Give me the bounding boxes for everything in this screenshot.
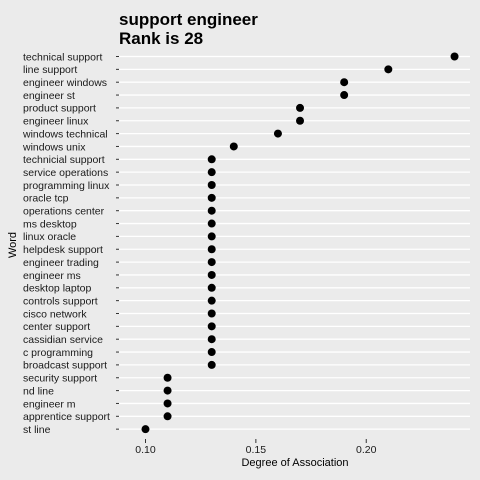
y-tick-label: engineer ms: [23, 270, 81, 282]
y-tick-label: technicial support: [23, 154, 105, 166]
y-tick-label: helpdesk support: [23, 244, 103, 256]
y-tick-label: oracle tcp: [23, 193, 69, 205]
data-point: [163, 412, 172, 421]
data-point: [163, 386, 172, 395]
y-tick-label: windows technical: [22, 128, 108, 140]
data-point: [229, 142, 238, 151]
chart-subtitle: Rank is 28: [119, 29, 203, 48]
y-tick-label: linux oracle: [23, 231, 76, 243]
y-tick-label: engineer windows: [23, 77, 107, 89]
data-point: [141, 425, 150, 434]
x-tick-label: 0.20: [356, 444, 377, 456]
plot-panel: [119, 50, 470, 439]
data-point: [340, 78, 349, 87]
data-point: [207, 258, 216, 267]
y-tick-label: programming linux: [23, 180, 110, 192]
y-tick-label: engineer st: [23, 90, 75, 102]
y-tick-label: center support: [23, 321, 90, 333]
x-axis-title: Degree of Association: [241, 457, 348, 469]
y-tick-label: desktop laptop: [23, 283, 91, 295]
y-tick-label: ms desktop: [23, 218, 77, 230]
y-tick-label: cisco network: [23, 308, 87, 320]
data-point: [207, 322, 216, 331]
y-tick-label: c programming: [23, 347, 93, 359]
chart-title: support engineer: [119, 10, 258, 29]
y-tick-label: engineer trading: [23, 257, 99, 269]
data-point: [207, 193, 216, 202]
y-tick-label: engineer m: [23, 398, 76, 410]
data-point: [207, 309, 216, 318]
data-point: [207, 181, 216, 189]
y-tick-label: broadcast support: [23, 360, 107, 372]
y-tick-label: product support: [23, 103, 96, 115]
y-tick-label: cassidian service: [23, 334, 103, 346]
data-point: [163, 399, 172, 408]
y-tick-label: nd line: [23, 385, 54, 397]
data-point: [207, 155, 216, 164]
y-tick-label: line support: [23, 64, 77, 76]
data-point: [163, 373, 172, 382]
data-point: [450, 52, 459, 61]
data-point: [207, 270, 216, 279]
data-point: [207, 296, 216, 305]
y-tick-label: st line: [23, 424, 51, 436]
y-tick-label: apprentice support: [23, 411, 110, 423]
x-tick-label: 0.15: [246, 444, 267, 456]
y-axis-title: Word: [7, 232, 19, 258]
data-point: [207, 206, 216, 215]
y-tick-label: controls support: [23, 295, 98, 307]
y-tick-label: engineer linux: [23, 116, 89, 128]
data-point: [207, 348, 216, 357]
y-tick-label: technical support: [23, 51, 102, 63]
x-tick-label: 0.10: [135, 444, 156, 456]
y-tick-label: operations center: [23, 206, 105, 218]
data-point: [273, 129, 282, 138]
y-tick-label: service operations: [23, 167, 108, 179]
y-tick-label: windows unix: [22, 141, 86, 153]
data-point: [207, 232, 216, 241]
data-point: [207, 283, 216, 292]
data-point: [207, 335, 216, 344]
data-point: [340, 91, 349, 100]
data-point: [207, 219, 216, 228]
data-point: [207, 168, 216, 177]
data-point: [207, 245, 216, 254]
y-tick-label: security support: [23, 373, 97, 385]
data-point: [207, 360, 216, 369]
data-point: [384, 65, 393, 74]
data-point: [296, 116, 305, 125]
data-point: [296, 103, 305, 112]
